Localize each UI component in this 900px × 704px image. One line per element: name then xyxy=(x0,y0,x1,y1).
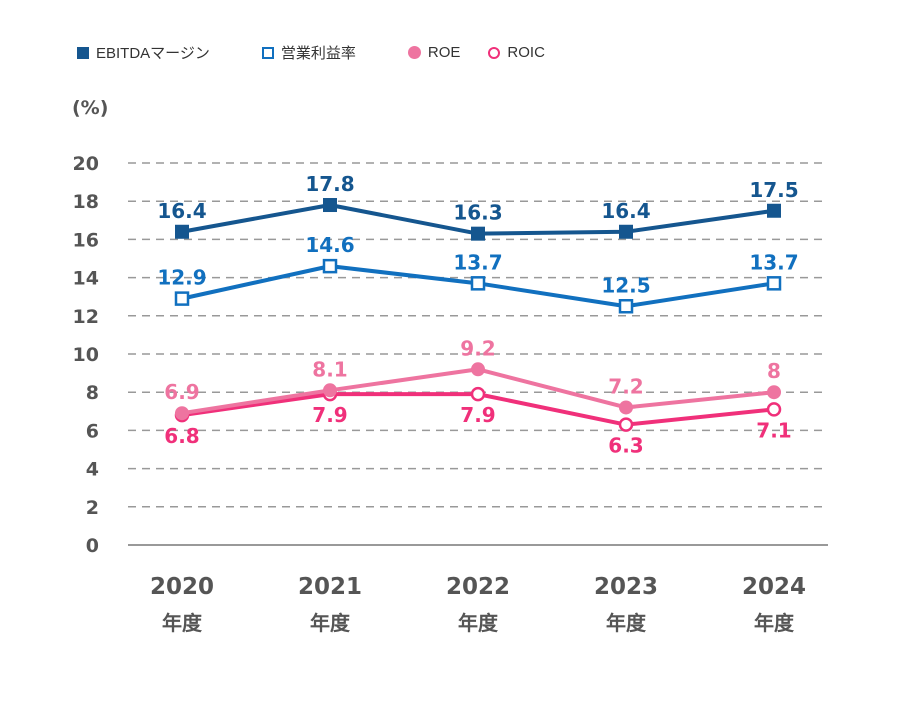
x-tick-label: 2020 xyxy=(150,574,214,600)
data-label: 7.2 xyxy=(608,374,643,398)
data-point-marker xyxy=(619,224,633,239)
data-label: 6.9 xyxy=(164,380,199,404)
y-tick-label: 0 xyxy=(86,535,99,557)
data-point-marker xyxy=(323,198,337,213)
data-point-marker xyxy=(766,276,782,291)
data-point-marker xyxy=(175,224,189,239)
data-label: 8.1 xyxy=(312,357,347,381)
filled-circle-marker-icon xyxy=(407,46,421,59)
data-label: 7.9 xyxy=(460,403,495,427)
data-label: 17.8 xyxy=(305,172,354,196)
legend-label: 営業利益率 xyxy=(280,45,356,62)
data-label: 6.3 xyxy=(608,434,643,458)
legend-item-ebitda-margin: EBITDAマージン xyxy=(77,42,210,63)
open-circle-marker-icon xyxy=(488,46,501,59)
y-tick-label: 14 xyxy=(73,268,99,290)
data-point-marker xyxy=(323,383,337,398)
chart-legend: EBITDAマージン 営業利益率 ROE ROIC xyxy=(77,42,597,63)
x-tick-sublabel: 年度 xyxy=(754,611,795,635)
y-tick-label: 18 xyxy=(73,191,99,213)
y-tick-label: 10 xyxy=(73,344,99,366)
data-point-marker xyxy=(767,203,781,218)
data-point-marker xyxy=(175,406,189,421)
data-point-marker xyxy=(767,385,781,400)
data-label: 16.4 xyxy=(157,199,206,223)
data-label: 14.6 xyxy=(305,233,354,257)
data-point-marker xyxy=(471,226,485,241)
x-tick-sublabel: 年度 xyxy=(458,611,499,635)
data-point-marker xyxy=(322,258,338,274)
y-tick-label: 6 xyxy=(86,420,99,442)
legend-item-roic: ROIC xyxy=(488,44,545,61)
data-point-marker xyxy=(470,386,486,402)
x-tick-sublabel: 年度 xyxy=(310,611,351,635)
data-point-marker xyxy=(471,362,485,377)
y-tick-label: 8 xyxy=(86,382,99,404)
y-axis-unit-label: (%) xyxy=(72,97,109,119)
data-label: 13.7 xyxy=(453,250,502,274)
filled-square-marker-icon xyxy=(77,46,89,59)
data-point-marker xyxy=(619,400,633,415)
data-label: 7.1 xyxy=(756,418,791,442)
data-label: 12.5 xyxy=(601,273,650,297)
x-tick-sublabel: 年度 xyxy=(162,611,203,635)
data-label: 9.2 xyxy=(460,336,495,360)
data-point-marker xyxy=(618,299,634,314)
legend-label: ROE xyxy=(427,44,461,61)
x-tick-label: 2021 xyxy=(298,574,362,600)
y-tick-label: 16 xyxy=(73,229,99,251)
data-point-marker xyxy=(174,291,190,306)
data-label: 16.4 xyxy=(601,199,650,223)
data-label: 16.3 xyxy=(453,201,502,225)
y-tick-label: 2 xyxy=(86,497,99,519)
legend-label: ROIC xyxy=(507,44,545,61)
y-tick-label: 12 xyxy=(73,306,99,328)
x-tick-label: 2022 xyxy=(446,574,510,600)
data-point-marker xyxy=(470,276,486,291)
data-label: 8 xyxy=(767,359,781,383)
data-label: 6.8 xyxy=(164,424,199,448)
data-label: 12.9 xyxy=(157,266,206,290)
data-point-marker xyxy=(766,402,782,417)
x-tick-label: 2023 xyxy=(594,574,658,600)
y-tick-label: 20 xyxy=(73,153,99,175)
legend-item-roe: ROE xyxy=(407,44,461,61)
data-label: 17.5 xyxy=(749,178,798,202)
legend-label: EBITDAマージン xyxy=(96,45,210,62)
y-tick-label: 4 xyxy=(86,459,99,481)
legend-item-operating-margin: 営業利益率 xyxy=(261,42,356,63)
data-label: 13.7 xyxy=(749,250,798,274)
x-tick-label: 2024 xyxy=(742,574,806,600)
x-tick-sublabel: 年度 xyxy=(606,611,647,635)
open-square-marker-icon xyxy=(261,46,274,59)
data-label: 7.9 xyxy=(312,403,347,427)
data-point-marker xyxy=(618,417,634,432)
